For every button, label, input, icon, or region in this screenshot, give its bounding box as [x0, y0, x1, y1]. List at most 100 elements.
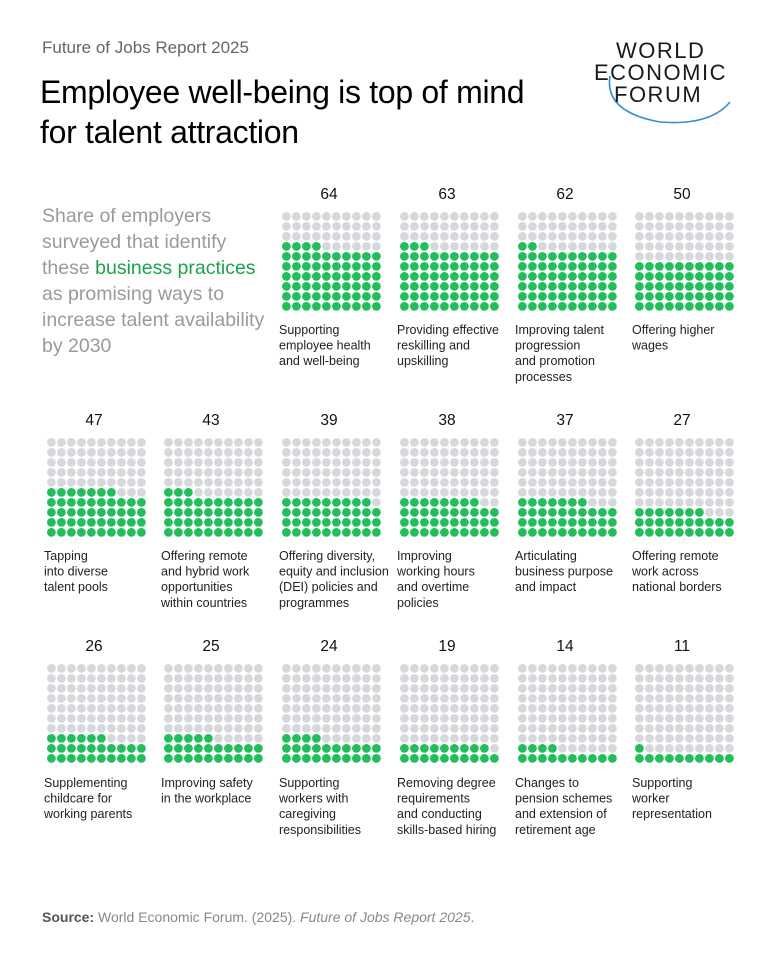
empty-dot	[460, 734, 469, 743]
empty-dot	[655, 212, 664, 221]
empty-dot	[430, 242, 439, 251]
empty-dot	[164, 714, 173, 723]
empty-dot	[174, 704, 183, 713]
filled-dot	[675, 518, 684, 527]
empty-dot	[705, 438, 714, 447]
empty-dot	[490, 714, 499, 723]
filled-dot	[598, 252, 607, 261]
empty-dot	[675, 674, 684, 683]
empty-dot	[194, 664, 203, 673]
filled-dot	[578, 252, 587, 261]
filled-dot	[538, 262, 547, 271]
filled-dot	[302, 744, 311, 753]
filled-dot	[608, 302, 617, 311]
empty-dot	[558, 724, 567, 733]
filled-dot	[117, 744, 126, 753]
empty-dot	[705, 498, 714, 507]
empty-dot	[372, 704, 381, 713]
empty-dot	[450, 212, 459, 221]
empty-dot	[214, 458, 223, 467]
value-label: 14	[556, 638, 574, 655]
filled-dot	[538, 302, 547, 311]
filled-dot	[725, 292, 734, 301]
empty-dot	[548, 664, 557, 673]
filled-dot	[410, 498, 419, 507]
filled-dot	[224, 508, 233, 517]
empty-dot	[665, 252, 674, 261]
empty-dot	[548, 212, 557, 221]
empty-dot	[184, 478, 193, 487]
empty-dot	[352, 458, 361, 467]
empty-dot	[655, 704, 664, 713]
logo-arc-icon	[608, 75, 731, 124]
empty-dot	[254, 694, 263, 703]
empty-dot	[244, 488, 253, 497]
empty-dot	[635, 684, 644, 693]
empty-dot	[695, 734, 704, 743]
empty-dot	[342, 438, 351, 447]
empty-dot	[538, 232, 547, 241]
empty-dot	[490, 704, 499, 713]
empty-dot	[332, 714, 341, 723]
empty-dot	[558, 694, 567, 703]
empty-dot	[608, 498, 617, 507]
filled-dot	[578, 754, 587, 763]
empty-dot	[598, 242, 607, 251]
empty-dot	[372, 674, 381, 683]
filled-dot	[302, 252, 311, 261]
empty-dot	[518, 694, 527, 703]
empty-dot	[332, 664, 341, 673]
empty-dot	[635, 438, 644, 447]
filled-dot	[292, 262, 301, 271]
filled-dot	[292, 282, 301, 291]
empty-dot	[655, 478, 664, 487]
empty-dot	[635, 724, 644, 733]
filled-dot	[460, 282, 469, 291]
empty-dot	[588, 744, 597, 753]
filled-dot	[665, 302, 674, 311]
filled-dot	[470, 252, 479, 261]
empty-dot	[362, 242, 371, 251]
empty-dot	[490, 664, 499, 673]
empty-dot	[352, 684, 361, 693]
filled-dot	[420, 754, 429, 763]
empty-dot	[450, 704, 459, 713]
empty-dot	[450, 438, 459, 447]
empty-dot	[332, 222, 341, 231]
empty-dot	[440, 724, 449, 733]
empty-dot	[57, 684, 66, 693]
empty-dot	[695, 694, 704, 703]
empty-dot	[107, 468, 116, 477]
empty-dot	[322, 242, 331, 251]
empty-dot	[214, 704, 223, 713]
filled-dot	[332, 508, 341, 517]
filled-dot	[352, 282, 361, 291]
empty-dot	[67, 448, 76, 457]
filled-dot	[302, 734, 311, 743]
empty-dot	[558, 704, 567, 713]
empty-dot	[548, 684, 557, 693]
empty-dot	[675, 252, 684, 261]
empty-dot	[450, 488, 459, 497]
wef-logo: WORLD ECONOMIC FORUM	[590, 38, 740, 124]
empty-dot	[548, 458, 557, 467]
filled-dot	[548, 302, 557, 311]
filled-dot	[126, 508, 136, 517]
empty-dot	[87, 438, 96, 447]
filled-dot	[174, 508, 183, 517]
practice-label-line: Supplementing	[44, 776, 127, 790]
filled-dot	[234, 498, 243, 507]
empty-dot	[608, 694, 617, 703]
filled-dot	[665, 754, 674, 763]
empty-dot	[538, 724, 547, 733]
empty-dot	[715, 242, 724, 251]
filled-dot	[47, 528, 56, 537]
empty-dot	[117, 704, 126, 713]
empty-dot	[224, 674, 233, 683]
empty-dot	[282, 458, 291, 467]
empty-dot	[725, 252, 734, 261]
empty-dot	[460, 488, 469, 497]
empty-dot	[410, 438, 419, 447]
empty-dot	[194, 448, 203, 457]
empty-dot	[282, 684, 291, 693]
